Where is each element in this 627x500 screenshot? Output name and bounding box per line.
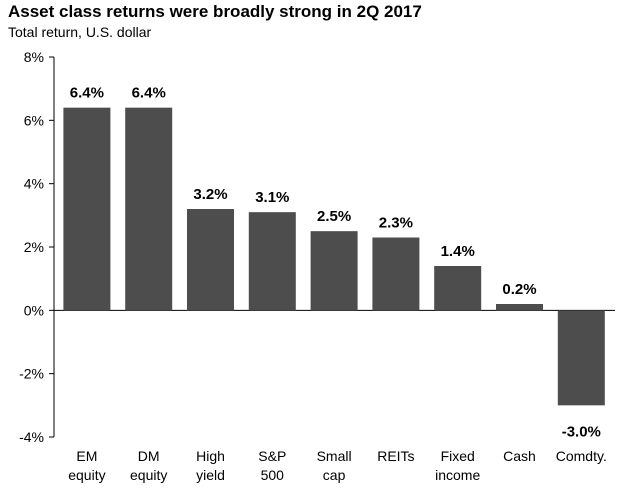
bar (125, 107, 173, 311)
data-label: 2.3% (379, 215, 413, 232)
bar (434, 266, 482, 311)
y-tick-label: 4% (24, 176, 44, 192)
bar (557, 310, 605, 406)
category-label: Comdty. (556, 448, 607, 464)
data-label: 0.2% (502, 281, 536, 298)
data-label: 3.1% (255, 189, 289, 206)
category-label: EM (76, 448, 97, 464)
chart-subtitle: Total return, U.S. dollar (8, 24, 152, 40)
category-label: S&P (258, 448, 286, 464)
category-label: Fixed (441, 448, 475, 464)
y-tick-label: -4% (19, 429, 44, 445)
data-label: 1.4% (441, 243, 475, 260)
category-label: cap (323, 467, 346, 483)
category-label: DM (138, 448, 160, 464)
bar (63, 107, 111, 311)
data-label: 3.2% (193, 186, 227, 203)
category-label: REITs (377, 448, 414, 464)
x-axis-labels: EM equity DM equity High yield S&P 500 Small cap R… (68, 448, 607, 483)
y-tick-label: 8% (24, 49, 44, 65)
data-label: 6.4% (132, 85, 166, 102)
y-tick-label: -2% (19, 366, 44, 382)
bar (248, 212, 296, 311)
bar (187, 209, 234, 311)
category-label: High (196, 448, 225, 464)
category-label: equity (130, 467, 167, 483)
bar (310, 231, 358, 311)
category-label: equity (68, 467, 105, 483)
y-tick-label: 0% (24, 302, 44, 318)
category-label: Small (317, 448, 352, 464)
bar (496, 304, 543, 311)
data-labels: 6.4% 6.4% 3.2% 3.1% 2.5% 2.3% 1.4% 0.2% -3.0% (70, 85, 601, 441)
bar (372, 237, 420, 311)
chart-title: Asset class returns were broadly strong … (8, 2, 422, 21)
data-label: 6.4% (70, 85, 104, 102)
category-label: Cash (503, 448, 536, 464)
category-label: 500 (261, 467, 285, 483)
data-label: -3.0% (562, 423, 601, 440)
bars (63, 107, 605, 406)
data-label: 2.5% (317, 208, 351, 225)
y-tick-label: 2% (24, 239, 44, 255)
category-label: income (435, 467, 480, 483)
category-label: yield (196, 467, 225, 483)
y-tick-label: 6% (24, 112, 44, 128)
